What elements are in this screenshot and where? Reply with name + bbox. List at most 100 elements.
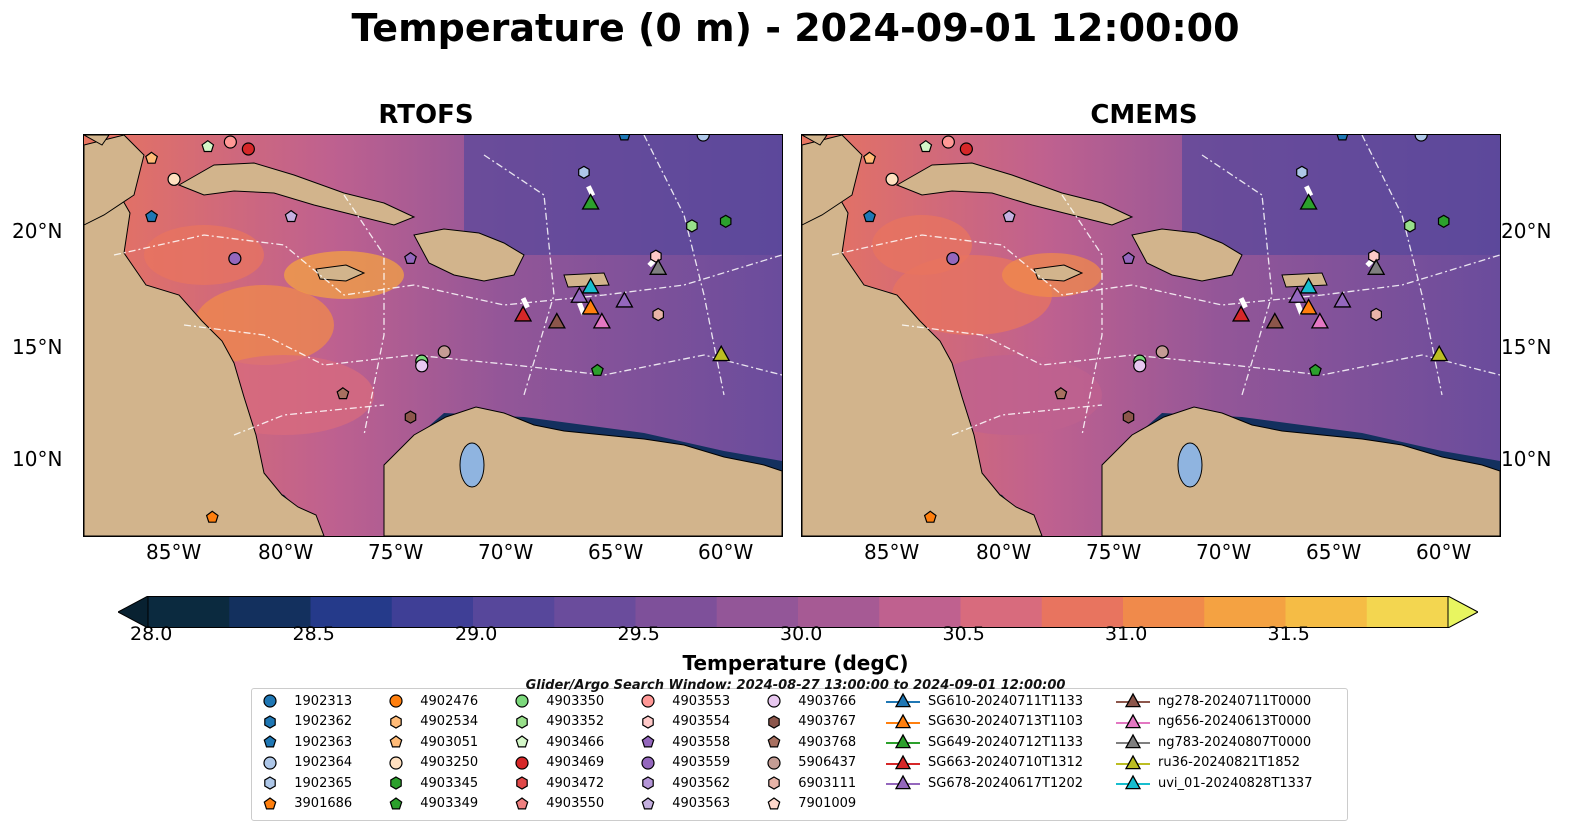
- lon-tick-label: 75°W: [368, 540, 424, 564]
- map-panel-rtofs[interactable]: [83, 134, 783, 537]
- legend-entry: 4903550: [514, 794, 604, 814]
- argo-marker: [696, 135, 710, 142]
- legend-entry: 3901686: [262, 794, 352, 814]
- argo-marker: [1155, 345, 1169, 359]
- map-canvas: [84, 135, 782, 536]
- glider-marker: [570, 286, 589, 303]
- legend-entry: 4903051: [388, 732, 478, 752]
- legend-marker-icon: [389, 755, 403, 770]
- legend-entry: SG678-20240617T1202: [886, 773, 1083, 793]
- legend-entry: 1902362: [262, 712, 352, 732]
- legend-entry: 4903562: [640, 773, 730, 793]
- legend-entry: ru36-20240821T1852: [1116, 753, 1300, 773]
- argo-marker: [201, 139, 215, 153]
- colorbar-segment: [1366, 596, 1449, 628]
- legend-entry: 4903350: [514, 691, 604, 711]
- colorbar-segment: [229, 596, 311, 628]
- colorbar-segment: [1204, 596, 1286, 628]
- legend-entry: 1902364: [262, 753, 352, 773]
- legend-marker-icon: [515, 694, 529, 708]
- lon-tick-label: 75°W: [1086, 540, 1142, 564]
- legend-marker-icon: [641, 694, 655, 708]
- legend-entry: 4903349: [388, 794, 478, 814]
- argo-marker: [719, 214, 732, 228]
- colorbar-segment: [635, 596, 718, 628]
- argo-marker: [1370, 307, 1382, 322]
- legend-entry: 4903554: [640, 712, 730, 732]
- colorbar-tick-label: 29.5: [617, 623, 660, 645]
- argo-marker: [415, 359, 429, 373]
- legend-glider-icon: [886, 733, 920, 749]
- colorbar-segment: [1123, 596, 1205, 628]
- lat-tick-label: 10°N: [12, 447, 63, 471]
- legend-entry: 4903563: [640, 794, 730, 814]
- glider-marker: [1299, 298, 1318, 315]
- argo-marker: [941, 135, 955, 149]
- legend-entry: 4902476: [388, 691, 478, 711]
- legend-entry: SG663-20240710T1312: [886, 753, 1083, 773]
- glider-marker: [712, 344, 731, 362]
- legend-marker-icon: [767, 735, 781, 748]
- legend-marker-icon: [390, 776, 402, 790]
- legend-marker-icon: [263, 694, 277, 708]
- colorbar-segment: [1041, 596, 1124, 628]
- argo-marker: [1368, 249, 1380, 263]
- legend-marker-icon: [641, 735, 655, 748]
- lon-tick-label: 65°W: [588, 540, 644, 564]
- glider-marker: [547, 312, 566, 329]
- legend-marker-icon: [264, 714, 276, 729]
- argo-marker: [1404, 219, 1416, 233]
- legend-entry: 4903553: [640, 691, 730, 711]
- glider-marker: [592, 312, 611, 329]
- colorbar-segment: [310, 596, 393, 628]
- glider-marker: [1299, 277, 1318, 294]
- lat-tick-label: 10°N: [1501, 447, 1552, 471]
- glider-marker: [1299, 193, 1318, 210]
- legend-glider-icon: [1116, 713, 1150, 728]
- argo-marker: [228, 251, 242, 266]
- glider-marker: [1367, 258, 1386, 275]
- legend-entry: 4903559: [640, 753, 730, 773]
- glider-marker: [581, 277, 600, 294]
- legend-marker-icon: [767, 796, 781, 809]
- argo-marker: [1002, 209, 1016, 223]
- argo-marker: [1336, 135, 1349, 141]
- lon-tick-label: 80°W: [976, 540, 1032, 564]
- glider-marker: [1231, 305, 1251, 322]
- lat-tick-label: 20°N: [12, 219, 63, 243]
- legend-glider-icon: [886, 713, 920, 728]
- map-panel-cmems[interactable]: [801, 134, 1501, 537]
- argo-marker: [284, 209, 298, 223]
- legend-entry: 4903558: [640, 732, 730, 752]
- colorbar-tick-label: 31.0: [1105, 623, 1148, 645]
- colorbar-tick-label: 31.5: [1267, 623, 1310, 645]
- legend-entry: 1902363: [262, 732, 352, 752]
- colorbar-label: Temperature (degC): [682, 651, 909, 675]
- legend-entry: uvi_01-20240828T1337: [1116, 773, 1312, 793]
- argo-marker: [404, 251, 417, 264]
- argo-marker: [618, 135, 631, 141]
- argo-marker: [959, 142, 973, 156]
- legend-entry: ng278-20240711T0000: [1116, 691, 1311, 711]
- colorbar-segment: [148, 596, 230, 628]
- argo-marker: [863, 209, 877, 223]
- lon-tick-label: 70°W: [478, 540, 534, 564]
- colorbar-segment: [1285, 596, 1368, 628]
- legend-glider-icon: [1116, 774, 1150, 790]
- legend-marker-icon: [768, 714, 780, 729]
- legend-marker-icon: [264, 776, 276, 790]
- legend-entry: 4903766: [766, 691, 856, 711]
- argo-marker: [919, 139, 933, 153]
- legend-marker-icon: [263, 735, 277, 748]
- panel-title-cmems: CMEMS: [1090, 100, 1198, 130]
- legend-marker-icon: [515, 755, 529, 770]
- glider-marker: [1288, 286, 1307, 303]
- lon-tick-label: 60°W: [1416, 540, 1472, 564]
- legend-marker-icon: [641, 796, 655, 809]
- legend-marker-icon: [515, 796, 529, 809]
- panel-title-rtofs: RTOFS: [378, 100, 474, 130]
- colorbar-over-arrow: [1447, 596, 1478, 628]
- legend-marker-icon: [390, 714, 402, 729]
- glider-marker: [1310, 312, 1329, 329]
- legend-entry: 1902365: [262, 773, 352, 793]
